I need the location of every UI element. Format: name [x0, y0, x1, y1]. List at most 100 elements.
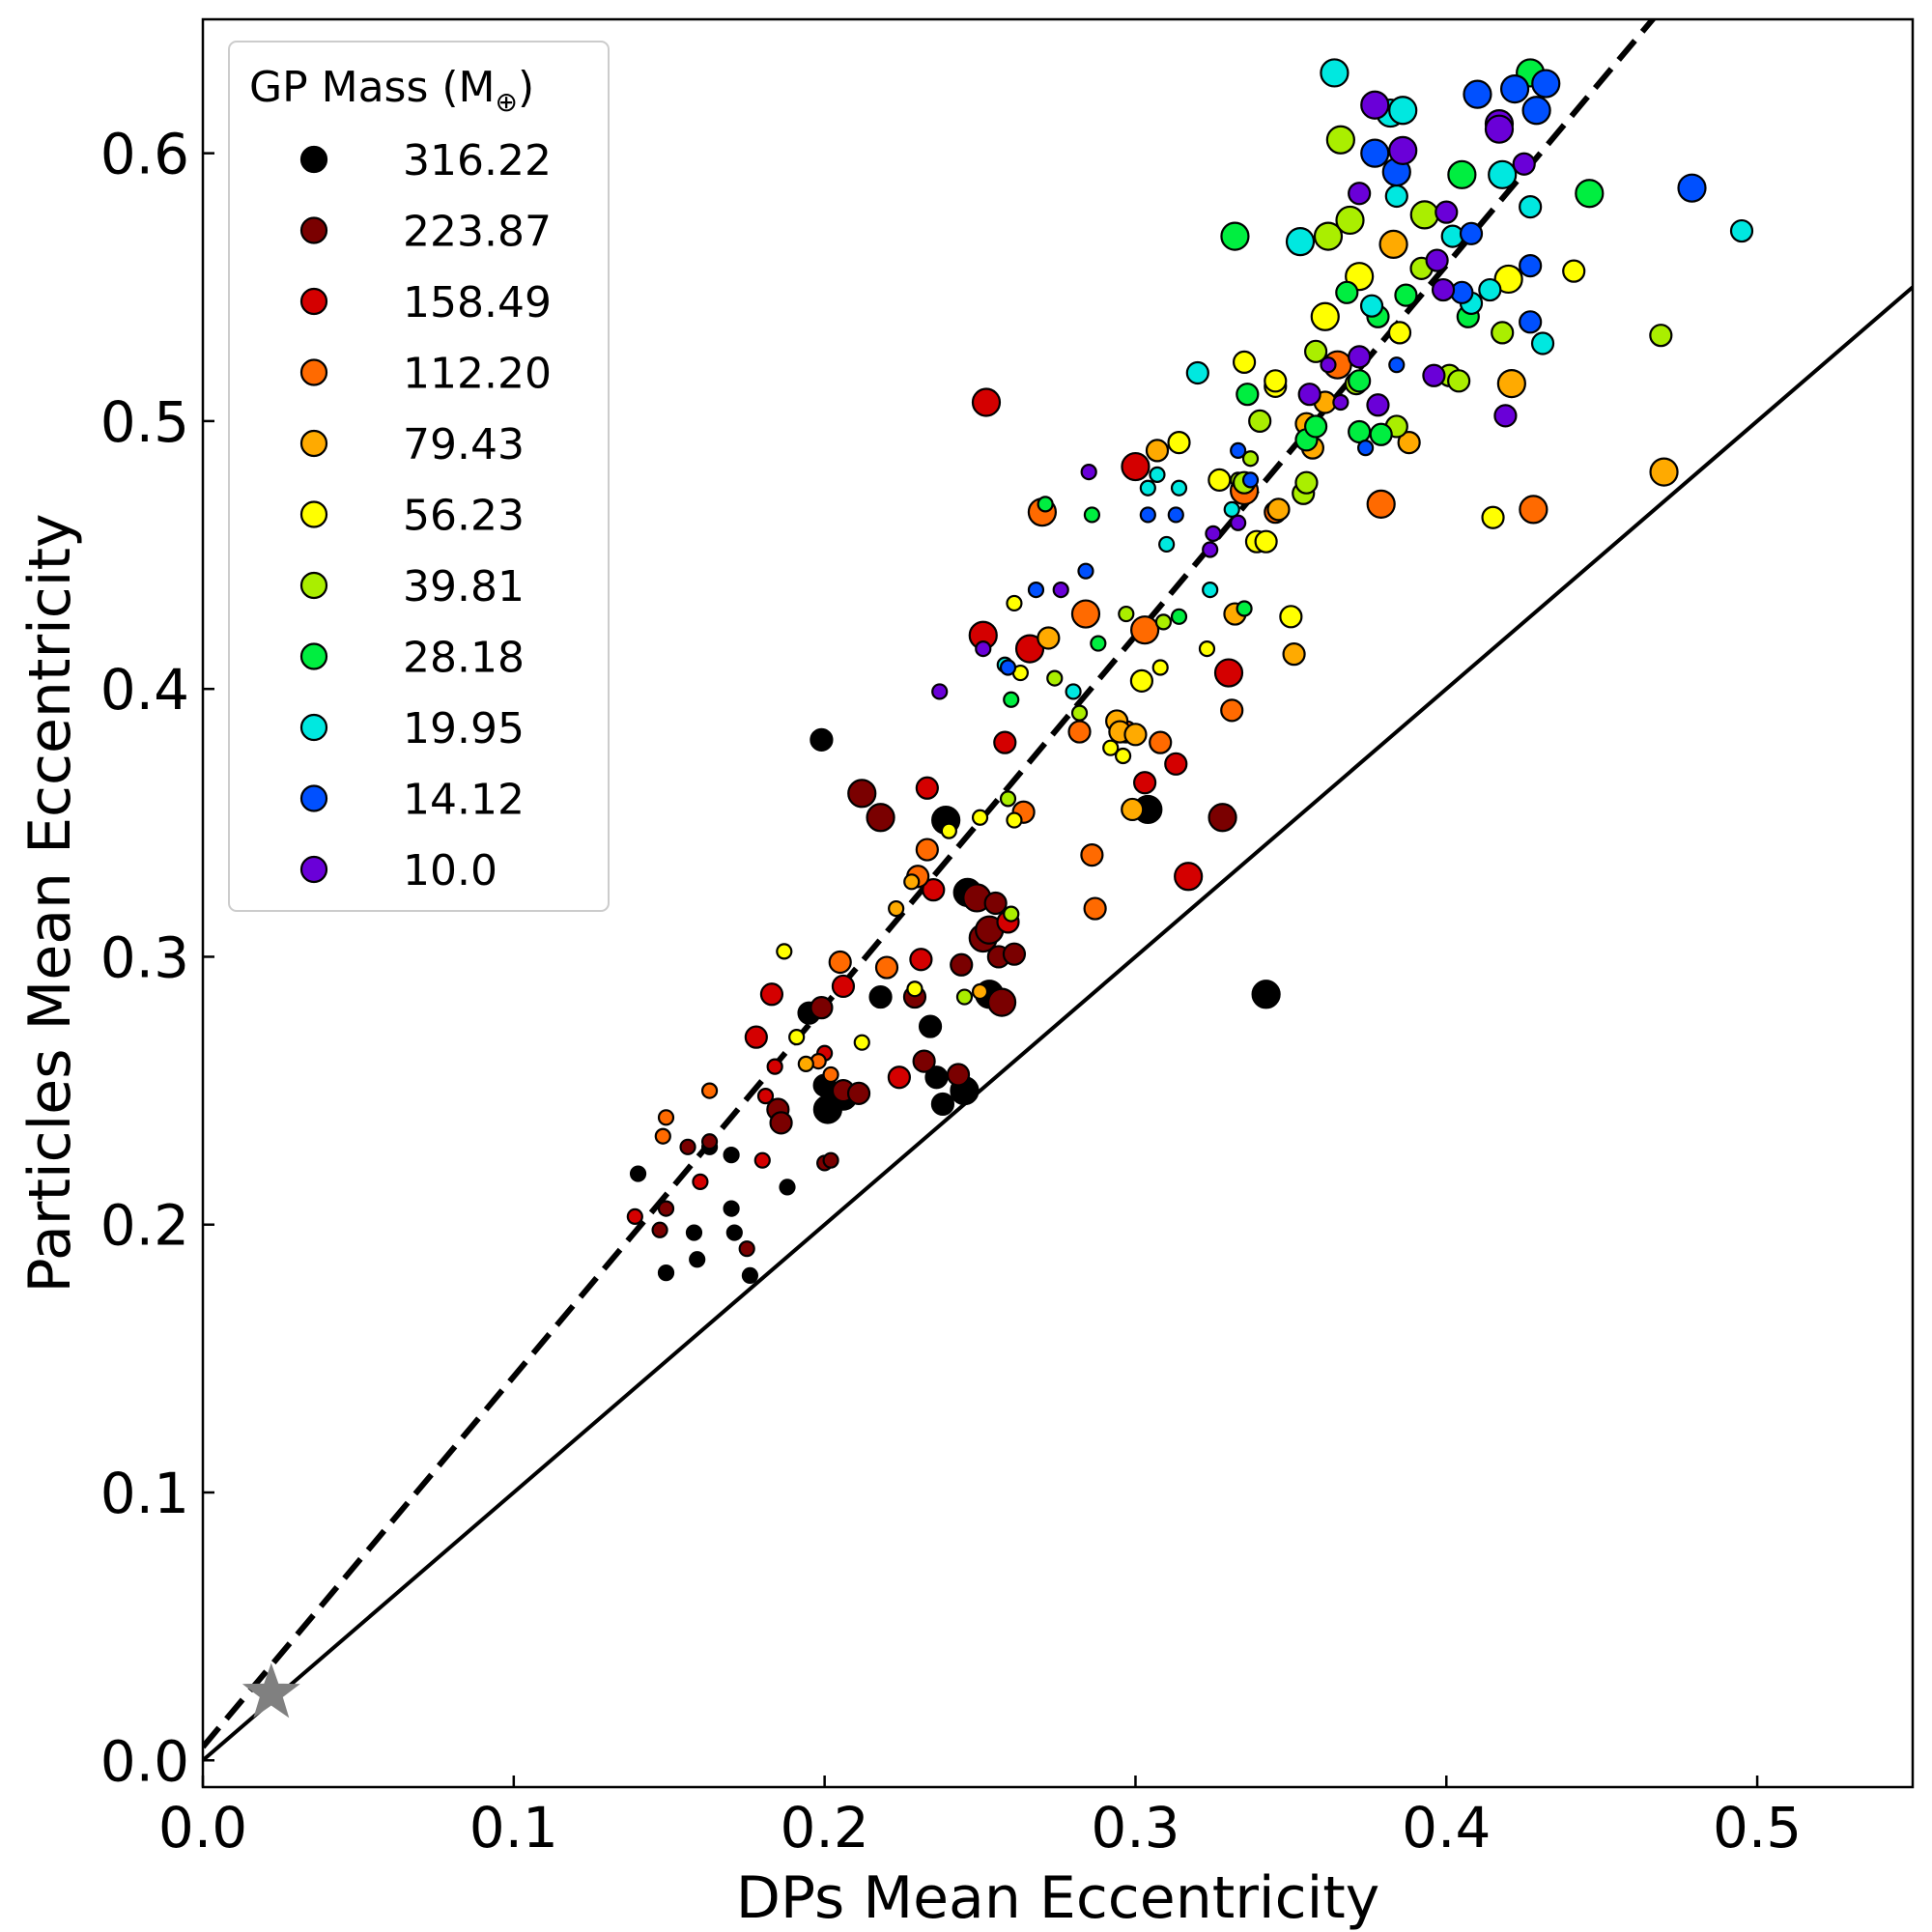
data-point [776, 943, 793, 960]
legend-label: 79.43 [403, 420, 525, 469]
data-point [1006, 811, 1023, 829]
data-point [1447, 369, 1471, 393]
data-point [1478, 277, 1502, 302]
data-point [1037, 626, 1061, 650]
legend-marker [299, 855, 328, 884]
data-point [759, 982, 784, 1007]
data-point [874, 955, 899, 980]
data-point [1003, 905, 1020, 923]
data-point [993, 730, 1017, 754]
data-point [654, 1127, 671, 1145]
data-point [971, 809, 989, 826]
data-point [1151, 659, 1169, 676]
data-point [657, 1109, 675, 1126]
data-point [741, 1266, 759, 1285]
data-point [766, 1058, 783, 1075]
data-point [1512, 152, 1536, 176]
data-point [1496, 368, 1526, 399]
data-point [999, 790, 1017, 808]
x-tick-label: 0.4 [1402, 1795, 1491, 1861]
data-point [779, 1179, 796, 1196]
data-point [831, 974, 856, 999]
data-point [1037, 496, 1054, 513]
data-point [1046, 669, 1064, 687]
data-point [1499, 73, 1530, 104]
data-point [906, 980, 923, 998]
scatter-points [626, 58, 1754, 1285]
data-point [753, 1151, 771, 1169]
data-point [657, 1200, 675, 1217]
data-point [887, 1065, 911, 1090]
data-point [1052, 581, 1069, 599]
data-point [1397, 430, 1421, 455]
data-point [1114, 747, 1132, 765]
data-point [866, 803, 895, 833]
legend-marker [299, 571, 328, 600]
data-point [1014, 634, 1045, 664]
data-point [1348, 369, 1372, 393]
data-point [1575, 179, 1605, 209]
data-point [1083, 506, 1101, 524]
legend-marker [299, 642, 328, 670]
data-point [1531, 69, 1561, 99]
y-tick-label: 0.1 [100, 1461, 189, 1526]
series-223.87 [651, 779, 1237, 1258]
legend-label: 14.12 [403, 776, 525, 825]
data-point [1236, 600, 1253, 617]
legend-marker [299, 713, 328, 742]
data-point [986, 987, 1017, 1017]
legend-label: 56.23 [403, 492, 525, 541]
data-point [1348, 419, 1372, 444]
data-point [931, 683, 949, 700]
data-point [1077, 562, 1094, 580]
data-point [1320, 356, 1337, 374]
data-point [1205, 525, 1222, 542]
data-point [788, 1029, 806, 1046]
data-point [1335, 280, 1359, 304]
data-point [1304, 339, 1328, 363]
data-point [999, 659, 1017, 676]
data-point [1232, 350, 1257, 375]
data-point [903, 873, 921, 891]
data-point [1279, 605, 1303, 629]
data-point [822, 1065, 839, 1084]
data-point [769, 1111, 793, 1135]
star-marker-icon [242, 1662, 300, 1719]
data-point [1519, 253, 1543, 278]
y-axis-title: Particles Mean Eccentricity [16, 514, 84, 1293]
data-point [1080, 463, 1097, 481]
data-point [1002, 942, 1027, 966]
data-point [725, 1224, 743, 1241]
data-point [1493, 264, 1523, 295]
data-point [1348, 345, 1372, 369]
legend-label: 158.49 [403, 278, 552, 327]
x-tick-label: 0.5 [1713, 1795, 1802, 1861]
data-point [912, 1049, 936, 1073]
one-to-one-line [203, 285, 1913, 1762]
data-point [723, 1147, 740, 1164]
series-79.43 [797, 229, 1679, 1072]
data-point [797, 1055, 814, 1072]
data-point [828, 950, 852, 975]
legend-label: 10.0 [403, 846, 497, 895]
data-point [1388, 96, 1418, 126]
data-point [1121, 451, 1151, 482]
data-point [1070, 704, 1089, 722]
data-point [1649, 457, 1679, 487]
data-point [1394, 283, 1418, 307]
data-point [1384, 184, 1408, 209]
data-point [1198, 639, 1216, 658]
data-point [1320, 58, 1350, 88]
data-point [1356, 440, 1375, 457]
data-point [738, 1240, 755, 1258]
data-point [1360, 90, 1390, 120]
series-316.22 [629, 727, 1281, 1285]
y-tick-label: 0.4 [100, 657, 189, 723]
data-point [1519, 194, 1543, 219]
legend-marker [299, 216, 328, 244]
data-point [700, 1133, 719, 1151]
data-point [1202, 541, 1219, 558]
data-point [1139, 506, 1156, 524]
data-point [689, 1251, 706, 1268]
data-point [983, 891, 1008, 916]
